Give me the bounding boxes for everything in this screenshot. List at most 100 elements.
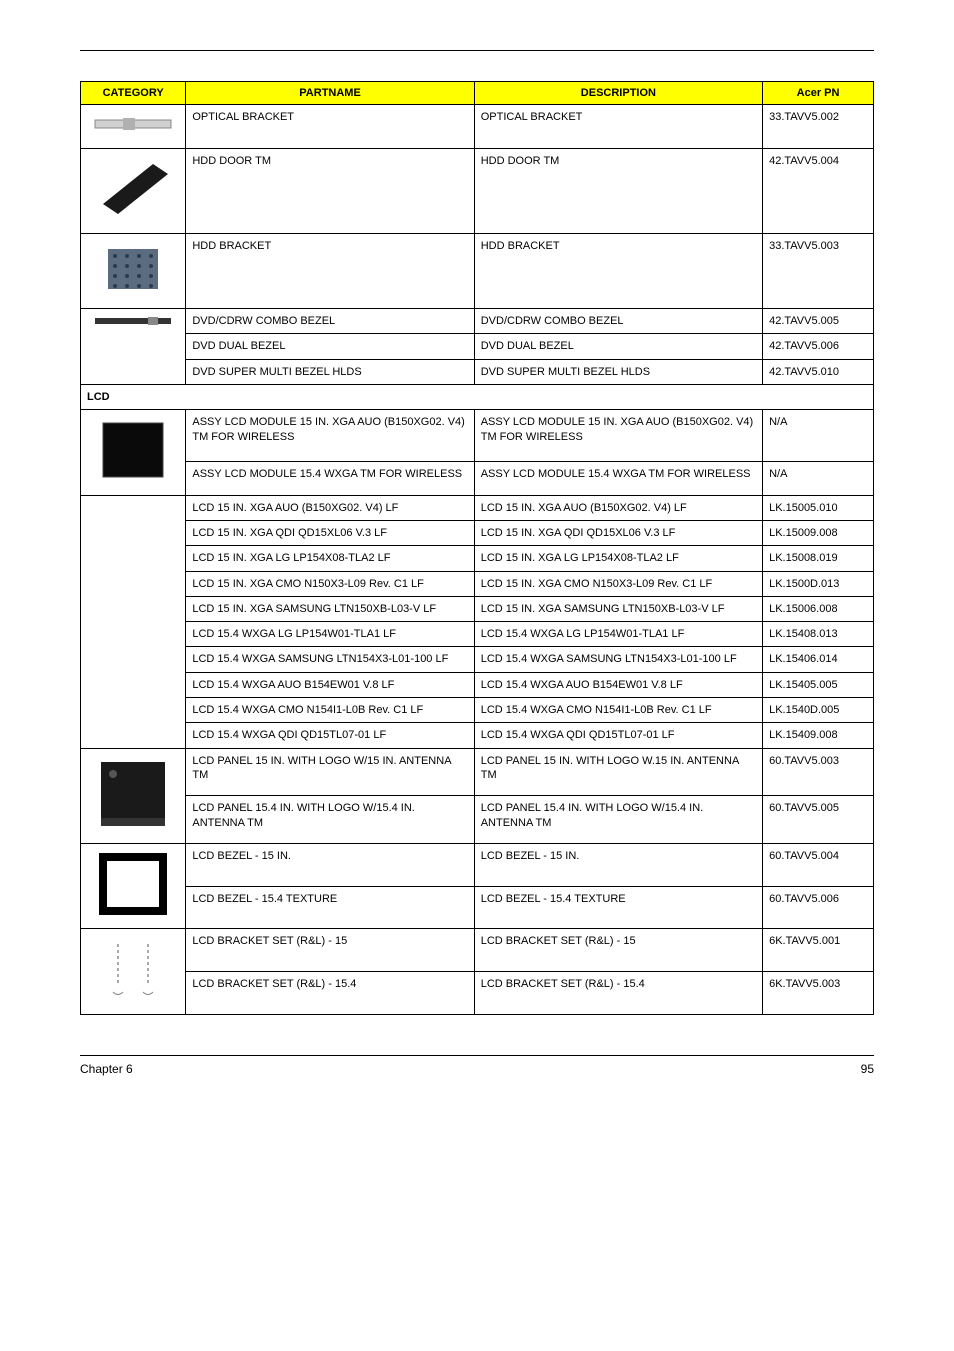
description-cell: ASSY LCD MODULE 15.4 WXGA TM FOR WIRELES… xyxy=(474,462,762,495)
partname-cell: LCD PANEL 15 IN. WITH LOGO W/15 IN. ANTE… xyxy=(186,748,474,796)
table-row: LCD BEZEL - 15.4 TEXTURELCD BEZEL - 15.4… xyxy=(81,886,874,929)
partname-cell: HDD BRACKET xyxy=(186,233,474,308)
optical-bracket-thumb xyxy=(81,105,186,148)
pn-cell: 60.TAVV5.004 xyxy=(763,843,874,886)
lcd-panel-thumb xyxy=(93,754,173,834)
description-cell: LCD 15 IN. XGA AUO (B150XG02. V4) LF xyxy=(474,495,762,520)
partname-cell: DVD DUAL BEZEL xyxy=(186,334,474,359)
description-cell: HDD BRACKET xyxy=(474,233,762,308)
lcd-module-thumb xyxy=(81,410,186,495)
description-cell: OPTICAL BRACKET xyxy=(474,105,762,148)
partname-cell: LCD BEZEL - 15 IN. xyxy=(186,843,474,886)
description-cell: LCD PANEL 15 IN. WITH LOGO W.15 IN. ANTE… xyxy=(474,748,762,796)
partname-cell: LCD 15.4 WXGA AUO B154EW01 V.8 LF xyxy=(186,672,474,697)
description-cell: LCD 15.4 WXGA CMO N154I1-L0B Rev. C1 LF xyxy=(474,698,762,723)
lcd-panel-thumb xyxy=(81,748,186,843)
description-cell: LCD 15.4 WXGA LG LP154W01-TLA1 LF xyxy=(474,622,762,647)
table-row: ASSY LCD MODULE 15.4 WXGA TM FOR WIRELES… xyxy=(81,462,874,495)
table-row: LCD 15 IN. XGA CMO N150X3-L09 Rev. C1 LF… xyxy=(81,571,874,596)
partname-cell: LCD 15 IN. XGA SAMSUNG LTN150XB-L03-V LF xyxy=(186,596,474,621)
pn-cell: LK.1500D.013 xyxy=(763,571,874,596)
pn-cell: LK.15009.008 xyxy=(763,520,874,545)
lcd-blank-thumb xyxy=(81,495,186,748)
description-cell: LCD 15.4 WXGA AUO B154EW01 V.8 LF xyxy=(474,672,762,697)
partname-cell: LCD 15 IN. XGA CMO N150X3-L09 Rev. C1 LF xyxy=(186,571,474,596)
table-body: OPTICAL BRACKETOPTICAL BRACKET33.TAVV5.0… xyxy=(81,105,874,1014)
description-cell: LCD 15.4 WXGA QDI QD15TL07-01 LF xyxy=(474,723,762,748)
pn-cell: 60.TAVV5.006 xyxy=(763,886,874,929)
parts-table: CATEGORY PARTNAME DESCRIPTION Acer PN OP… xyxy=(80,81,874,1015)
lcd-bezel-thumb xyxy=(81,843,186,928)
description-cell: DVD SUPER MULTI BEZEL HLDS xyxy=(474,359,762,384)
table-row: LCD 15.4 WXGA CMO N154I1-L0B Rev. C1 LFL… xyxy=(81,698,874,723)
description-cell: LCD 15 IN. XGA QDI QD15XL06 V.3 LF xyxy=(474,520,762,545)
table-row: HDD DOOR TMHDD DOOR TM42.TAVV5.004 xyxy=(81,148,874,233)
hdd-bracket-thumb xyxy=(93,239,173,299)
partname-cell: LCD 15 IN. XGA AUO (B150XG02. V4) LF xyxy=(186,495,474,520)
hdd-door-thumb xyxy=(81,148,186,233)
pn-cell: LK.15406.014 xyxy=(763,647,874,672)
footer-left: Chapter 6 xyxy=(80,1062,133,1076)
partname-cell: LCD 15.4 WXGA QDI QD15TL07-01 LF xyxy=(186,723,474,748)
pn-cell: N/A xyxy=(763,410,874,462)
partname-cell: LCD 15.4 WXGA LG LP154W01-TLA1 LF xyxy=(186,622,474,647)
pn-cell: 6K.TAVV5.003 xyxy=(763,971,874,1014)
partname-cell: LCD PANEL 15.4 IN. WITH LOGO W/15.4 IN. … xyxy=(186,796,474,844)
table-row: LCD PANEL 15.4 IN. WITH LOGO W/15.4 IN. … xyxy=(81,796,874,844)
description-cell: LCD BRACKET SET (R&L) - 15 xyxy=(474,929,762,972)
description-cell: LCD PANEL 15.4 IN. WITH LOGO W/15.4 IN. … xyxy=(474,796,762,844)
pn-cell: 33.TAVV5.003 xyxy=(763,233,874,308)
col-partname: PARTNAME xyxy=(186,82,474,105)
pn-cell: 60.TAVV5.005 xyxy=(763,796,874,844)
col-description: DESCRIPTION xyxy=(474,82,762,105)
lcd-module-thumb xyxy=(93,415,173,485)
table-row: LCD 15.4 WXGA LG LP154W01-TLA1 LFLCD 15.… xyxy=(81,622,874,647)
table-header-row: CATEGORY PARTNAME DESCRIPTION Acer PN xyxy=(81,82,874,105)
page-footer: Chapter 6 95 xyxy=(80,1062,874,1076)
pn-cell: LK.15408.013 xyxy=(763,622,874,647)
table-row: DVD DUAL BEZELDVD DUAL BEZEL42.TAVV5.006 xyxy=(81,334,874,359)
table-row: LCD 15.4 WXGA QDI QD15TL07-01 LFLCD 15.4… xyxy=(81,723,874,748)
partname-cell: OPTICAL BRACKET xyxy=(186,105,474,148)
partname-cell: LCD BRACKET SET (R&L) - 15.4 xyxy=(186,971,474,1014)
description-cell: DVD/CDRW COMBO BEZEL xyxy=(474,309,762,334)
table-row: LCD 15.4 WXGA SAMSUNG LTN154X3-L01-100 L… xyxy=(81,647,874,672)
description-cell: DVD DUAL BEZEL xyxy=(474,334,762,359)
pn-cell: LK.15005.010 xyxy=(763,495,874,520)
partname-cell: LCD 15.4 WXGA SAMSUNG LTN154X3-L01-100 L… xyxy=(186,647,474,672)
table-row: LCD BRACKET SET (R&L) - 15LCD BRACKET SE… xyxy=(81,929,874,972)
pn-cell: 42.TAVV5.005 xyxy=(763,309,874,334)
table-row: LCD 15 IN. XGA SAMSUNG LTN150XB-L03-V LF… xyxy=(81,596,874,621)
table-row: LCD PANEL 15 IN. WITH LOGO W/15 IN. ANTE… xyxy=(81,748,874,796)
page: CATEGORY PARTNAME DESCRIPTION Acer PN OP… xyxy=(0,0,954,1351)
pn-cell: 33.TAVV5.002 xyxy=(763,105,874,148)
pn-cell: 6K.TAVV5.001 xyxy=(763,929,874,972)
description-cell: LCD 15 IN. XGA LG LP154X08-TLA2 LF xyxy=(474,546,762,571)
partname-cell: HDD DOOR TM xyxy=(186,148,474,233)
table-row: LCD 15.4 WXGA AUO B154EW01 V.8 LFLCD 15.… xyxy=(81,672,874,697)
col-category: CATEGORY xyxy=(81,82,186,105)
partname-cell: ASSY LCD MODULE 15 IN. XGA AUO (B150XG02… xyxy=(186,410,474,462)
description-cell: HDD DOOR TM xyxy=(474,148,762,233)
pn-cell: LK.15405.005 xyxy=(763,672,874,697)
dvd-bezel-thumb xyxy=(93,314,173,328)
pn-cell: 42.TAVV5.006 xyxy=(763,334,874,359)
partname-cell: LCD 15 IN. XGA LG LP154X08-TLA2 LF xyxy=(186,546,474,571)
partname-cell: LCD 15.4 WXGA CMO N154I1-L0B Rev. C1 LF xyxy=(186,698,474,723)
description-cell: LCD BRACKET SET (R&L) - 15.4 xyxy=(474,971,762,1014)
pn-cell: 42.TAVV5.010 xyxy=(763,359,874,384)
partname-cell: LCD 15 IN. XGA QDI QD15XL06 V.3 LF xyxy=(186,520,474,545)
partname-cell: LCD BRACKET SET (R&L) - 15 xyxy=(186,929,474,972)
partname-cell: ASSY LCD MODULE 15.4 WXGA TM FOR WIRELES… xyxy=(186,462,474,495)
partname-cell: DVD/CDRW COMBO BEZEL xyxy=(186,309,474,334)
table-row: LCD BEZEL - 15 IN.LCD BEZEL - 15 IN.60.T… xyxy=(81,843,874,886)
bottom-rule xyxy=(80,1055,874,1056)
table-row: LCD BRACKET SET (R&L) - 15.4LCD BRACKET … xyxy=(81,971,874,1014)
pn-cell: N/A xyxy=(763,462,874,495)
table-row: LCD 15 IN. XGA AUO (B150XG02. V4) LFLCD … xyxy=(81,495,874,520)
section-header: LCD xyxy=(81,385,874,410)
table-row: LCD 15 IN. XGA LG LP154X08-TLA2 LFLCD 15… xyxy=(81,546,874,571)
optical-bracket-thumb xyxy=(93,110,173,138)
table-row: DVD/CDRW COMBO BEZELDVD/CDRW COMBO BEZEL… xyxy=(81,309,874,334)
table-row: HDD BRACKETHDD BRACKET33.TAVV5.003 xyxy=(81,233,874,308)
